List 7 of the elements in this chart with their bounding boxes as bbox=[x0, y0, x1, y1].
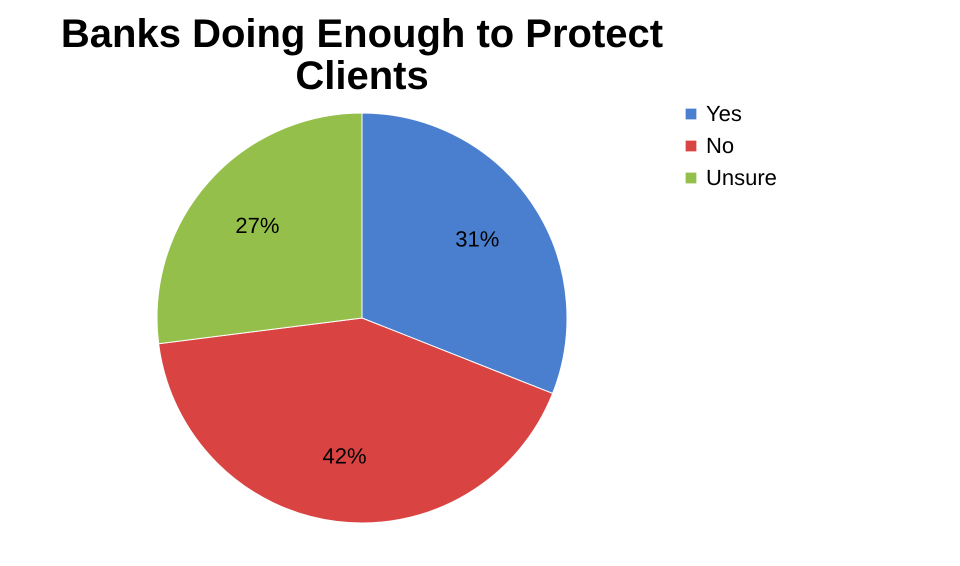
data-label: 27% bbox=[235, 212, 280, 238]
legend-label: Yes bbox=[706, 101, 742, 126]
data-label: 31% bbox=[455, 226, 500, 252]
chart-title: Banks Doing Enough to Protect Clients bbox=[60, 12, 664, 98]
data-label: 42% bbox=[322, 443, 367, 468]
legend-label: Unsure bbox=[706, 165, 777, 190]
legend-label: No bbox=[706, 133, 734, 158]
